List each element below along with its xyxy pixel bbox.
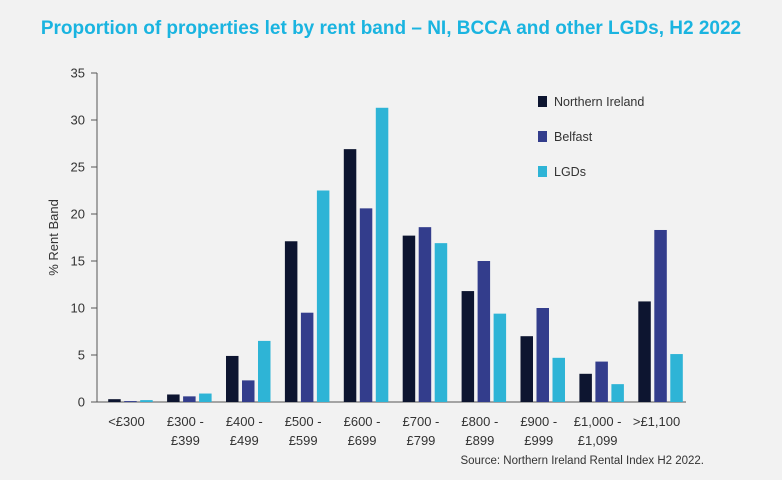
x-tick-label: £500 - xyxy=(285,414,322,429)
y-axis-label: % Rent Band xyxy=(46,199,61,276)
y-tick-label: 15 xyxy=(71,254,85,269)
bar-lgds xyxy=(199,393,212,402)
bar-northern-ireland xyxy=(167,394,180,402)
bar-belfast xyxy=(595,361,608,402)
x-tick-label: £1,099 xyxy=(578,433,618,448)
legend-label: Belfast xyxy=(554,130,593,144)
y-tick-label: 30 xyxy=(71,113,85,128)
bar-lgds xyxy=(611,384,624,402)
bar-lgds xyxy=(493,313,507,402)
x-tick-label: £599 xyxy=(289,433,318,448)
bar-belfast xyxy=(536,308,549,402)
bar-lgds xyxy=(258,340,271,402)
y-tick-label: 10 xyxy=(71,301,85,316)
x-tick-label: £499 xyxy=(230,433,259,448)
bar-northern-ireland xyxy=(520,336,533,402)
bar-lgds xyxy=(552,357,565,402)
x-tick-label: <£300 xyxy=(108,414,145,429)
y-tick-label: 5 xyxy=(78,348,85,363)
y-tick-label: 25 xyxy=(71,160,85,175)
bar-lgds xyxy=(316,190,330,402)
bar-northern-ireland xyxy=(226,355,239,402)
bar-northern-ireland xyxy=(461,291,475,402)
source-note: Source: Northern Ireland Rental Index H2… xyxy=(460,455,704,467)
bar-belfast xyxy=(477,261,491,402)
bar-northern-ireland xyxy=(284,241,298,402)
chart-title: Proportion of properties let by rent ban… xyxy=(40,18,742,39)
bar-lgds xyxy=(670,354,683,402)
axes: 0 5 10 15 20 25 30 35 % Rent Band <£300 £300 - £399… xyxy=(46,66,686,448)
x-tick-label: >£1,100 xyxy=(633,414,680,429)
bar-northern-ireland xyxy=(108,399,121,402)
y-tick-label: 0 xyxy=(78,395,85,410)
x-tick-label: £899 xyxy=(465,433,494,448)
bar-belfast xyxy=(124,401,137,402)
bar-belfast xyxy=(359,208,373,402)
bar-northern-ireland xyxy=(343,149,357,402)
bar-belfast xyxy=(418,227,432,402)
bar-lgds xyxy=(375,107,389,402)
bar-belfast xyxy=(300,312,314,402)
x-tick-label: £799 xyxy=(406,433,435,448)
bar-northern-ireland xyxy=(638,301,651,402)
bar-northern-ireland xyxy=(402,235,416,402)
bar-lgds xyxy=(434,243,448,402)
legend-swatch xyxy=(538,96,547,107)
bar-northern-ireland xyxy=(579,373,592,402)
y-tick-label: 20 xyxy=(71,207,85,222)
legend-swatch xyxy=(538,166,547,177)
x-tick-label: £700 - xyxy=(403,414,440,429)
x-tick-label: £300 - xyxy=(167,414,204,429)
legend: Northern Ireland Belfast LGDs xyxy=(538,95,644,179)
y-tick-label: 35 xyxy=(71,66,85,81)
x-tick-label: £399 xyxy=(171,433,200,448)
bar-lgds xyxy=(140,400,153,402)
bar-belfast xyxy=(183,396,196,402)
legend-label: Northern Ireland xyxy=(554,95,644,109)
x-tick-label: £999 xyxy=(524,433,553,448)
legend-swatch xyxy=(538,131,547,142)
bar-belfast xyxy=(242,380,255,402)
x-tick-label: £400 - xyxy=(226,414,263,429)
x-tick-label: £1,000 - xyxy=(574,414,622,429)
x-tick-label: £800 - xyxy=(461,414,498,429)
x-tick-label: £900 - xyxy=(520,414,557,429)
legend-label: LGDs xyxy=(554,165,586,179)
x-tick-label: £600 - xyxy=(344,414,381,429)
x-tick-label: £699 xyxy=(348,433,377,448)
bar-belfast xyxy=(654,229,667,402)
bars xyxy=(108,107,683,402)
